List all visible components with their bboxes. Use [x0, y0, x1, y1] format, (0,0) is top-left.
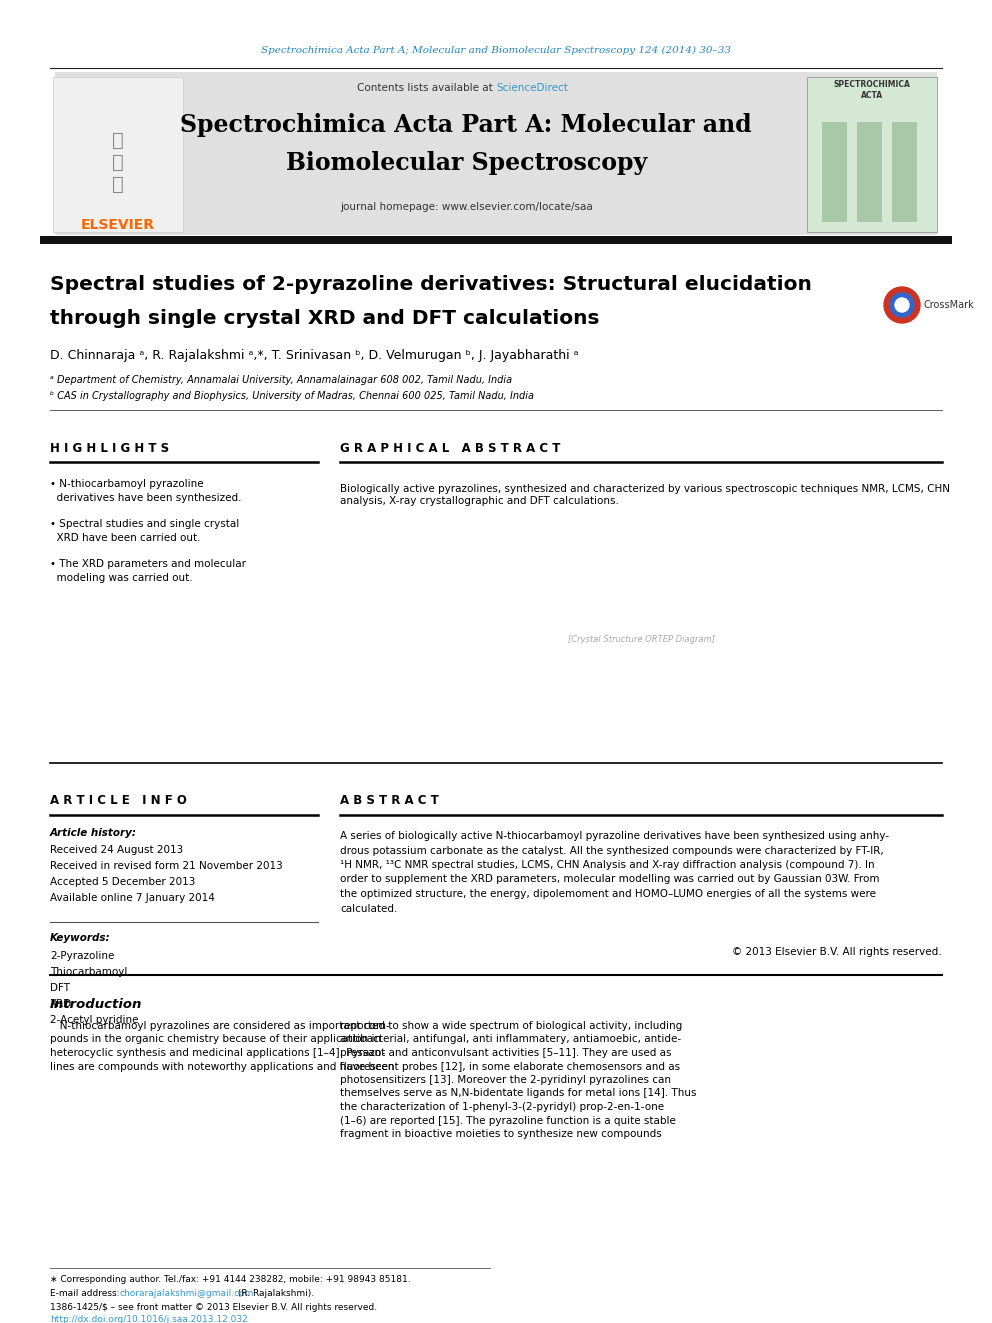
- Text: ELSEVIER: ELSEVIER: [81, 218, 155, 232]
- Text: A B S T R A C T: A B S T R A C T: [340, 794, 438, 807]
- Text: Received in revised form 21 November 2013: Received in revised form 21 November 201…: [50, 861, 283, 871]
- Text: CrossMark: CrossMark: [924, 300, 975, 310]
- Text: Thiocarbamoyl: Thiocarbamoyl: [50, 967, 127, 976]
- Text: derivatives have been synthesized.: derivatives have been synthesized.: [50, 493, 241, 503]
- Text: calculated.: calculated.: [340, 904, 398, 913]
- Bar: [40, 235, 952, 243]
- Text: reported to show a wide spectrum of biological activity, including: reported to show a wide spectrum of biol…: [340, 1021, 682, 1031]
- Text: the characterization of 1-phenyl-3-(2-pyridyl) prop-2-en-1-one: the characterization of 1-phenyl-3-(2-py…: [340, 1102, 664, 1113]
- Text: SPECTROCHIMICA
ACTA: SPECTROCHIMICA ACTA: [833, 81, 911, 99]
- Text: Received 24 August 2013: Received 24 August 2013: [50, 845, 184, 855]
- Bar: [53, 77, 183, 232]
- Bar: [822, 122, 847, 222]
- Bar: [807, 77, 937, 232]
- Circle shape: [895, 298, 909, 312]
- Bar: [892, 122, 917, 222]
- Text: fragment in bioactive moieties to synthesize new compounds: fragment in bioactive moieties to synthe…: [340, 1129, 662, 1139]
- Text: ᵇ CAS in Crystallography and Biophysics, University of Madras, Chennai 600 025, : ᵇ CAS in Crystallography and Biophysics,…: [50, 392, 534, 401]
- Text: [Crystal Structure ORTEP Diagram]: [Crystal Structure ORTEP Diagram]: [567, 635, 714, 644]
- Text: • N-thiocarbamoyl pyrazoline: • N-thiocarbamoyl pyrazoline: [50, 479, 203, 490]
- Text: © 2013 Elsevier B.V. All rights reserved.: © 2013 Elsevier B.V. All rights reserved…: [732, 947, 942, 957]
- Text: • Spectral studies and single crystal: • Spectral studies and single crystal: [50, 519, 239, 529]
- Text: Biologically active pyrazolines, synthesized and characterized by various spectr: Biologically active pyrazolines, synthes…: [340, 484, 950, 505]
- Bar: [55, 71, 937, 235]
- Text: pounds in the organic chemistry because of their application in: pounds in the organic chemistry because …: [50, 1035, 381, 1044]
- Text: modeling was carried out.: modeling was carried out.: [50, 573, 192, 583]
- Text: ScienceDirect: ScienceDirect: [496, 83, 567, 93]
- Text: DFT: DFT: [50, 983, 70, 994]
- Text: (1–6) are reported [15]. The pyrazoline function is a quite stable: (1–6) are reported [15]. The pyrazoline …: [340, 1115, 676, 1126]
- Text: Spectral studies of 2-pyrazoline derivatives: Structural elucidation: Spectral studies of 2-pyrazoline derivat…: [50, 275, 811, 295]
- Text: A series of biologically active N-thiocarbamoyl pyrazoline derivatives have been: A series of biologically active N-thioca…: [340, 831, 889, 841]
- Text: Spectrochimica Acta Part A; Molecular and Biomolecular Spectroscopy 124 (2014) 3: Spectrochimica Acta Part A; Molecular an…: [261, 45, 731, 54]
- Text: chorarajalakshmi@gmail.com: chorarajalakshmi@gmail.com: [120, 1290, 254, 1298]
- Text: E-mail address:: E-mail address:: [50, 1290, 122, 1298]
- Text: ᵃ Department of Chemistry, Annamalai University, Annamalainagar 608 002, Tamil N: ᵃ Department of Chemistry, Annamalai Uni…: [50, 374, 512, 385]
- Text: 🌿
🌳
🌿: 🌿 🌳 🌿: [112, 131, 124, 193]
- Text: photosensitizers [13]. Moreover the 2-pyridinyl pyrazolines can: photosensitizers [13]. Moreover the 2-py…: [340, 1076, 671, 1085]
- Bar: [857, 122, 882, 222]
- Text: http://dx.doi.org/10.1016/j.saa.2013.12.032: http://dx.doi.org/10.1016/j.saa.2013.12.…: [50, 1315, 248, 1323]
- Text: (R. Rajalakshmi).: (R. Rajalakshmi).: [235, 1290, 314, 1298]
- Circle shape: [884, 287, 920, 323]
- Text: Contents lists available at: Contents lists available at: [357, 83, 496, 93]
- Text: N-thiocarbamoyl pyrazolines are considered as important com-: N-thiocarbamoyl pyrazolines are consider…: [50, 1021, 390, 1031]
- Text: pressant and anticonvulsant activities [5–11]. They are used as: pressant and anticonvulsant activities […: [340, 1048, 672, 1058]
- Text: 1386-1425/$ – see front matter © 2013 Elsevier B.V. All rights reserved.: 1386-1425/$ – see front matter © 2013 El…: [50, 1303, 377, 1312]
- Circle shape: [890, 292, 914, 318]
- Text: order to supplement the XRD parameters, molecular modelling was carried out by G: order to supplement the XRD parameters, …: [340, 875, 880, 885]
- Text: 2-Acetyl pyridine: 2-Acetyl pyridine: [50, 1015, 139, 1025]
- Text: 2-Pyrazoline: 2-Pyrazoline: [50, 951, 114, 960]
- Text: the optimized structure, the energy, dipolemoment and HOMO–LUMO energies of all : the optimized structure, the energy, dip…: [340, 889, 876, 900]
- Text: Introduction: Introduction: [50, 999, 143, 1012]
- Text: D. Chinnaraja ᵃ, R. Rajalakshmi ᵃ,*, T. Srinivasan ᵇ, D. Velmurugan ᵇ, J. Jayabh: D. Chinnaraja ᵃ, R. Rajalakshmi ᵃ,*, T. …: [50, 348, 578, 361]
- Text: Accepted 5 December 2013: Accepted 5 December 2013: [50, 877, 195, 886]
- Text: fluorescent probes [12], in some elaborate chemosensors and as: fluorescent probes [12], in some elabora…: [340, 1061, 681, 1072]
- Text: A R T I C L E   I N F O: A R T I C L E I N F O: [50, 794, 186, 807]
- Text: Spectrochimica Acta Part A: Molecular and: Spectrochimica Acta Part A: Molecular an…: [181, 112, 752, 138]
- Text: antibacterial, antifungal, anti inflammatery, antiamoebic, antide-: antibacterial, antifungal, anti inflamma…: [340, 1035, 682, 1044]
- Text: ∗ Corresponding author. Tel./fax: +91 4144 238282, mobile: +91 98943 85181.: ∗ Corresponding author. Tel./fax: +91 41…: [50, 1275, 411, 1285]
- Text: drous potassium carbonate as the catalyst. All the synthesized compounds were ch: drous potassium carbonate as the catalys…: [340, 845, 884, 856]
- Text: ¹H NMR, ¹³C NMR spectral studies, LCMS, CHN Analysis and X-ray diffraction analy: ¹H NMR, ¹³C NMR spectral studies, LCMS, …: [340, 860, 875, 871]
- Text: Biomolecular Spectroscopy: Biomolecular Spectroscopy: [286, 151, 647, 175]
- Bar: [350, 531, 932, 759]
- Text: H I G H L I G H T S: H I G H L I G H T S: [50, 442, 169, 455]
- Text: journal homepage: www.elsevier.com/locate/saa: journal homepage: www.elsevier.com/locat…: [340, 202, 592, 212]
- Text: Available online 7 January 2014: Available online 7 January 2014: [50, 893, 215, 904]
- Text: Keywords:: Keywords:: [50, 933, 111, 943]
- Text: XRD have been carried out.: XRD have been carried out.: [50, 533, 200, 542]
- Text: themselves serve as N,N-bidentate ligands for metal ions [14]. Thus: themselves serve as N,N-bidentate ligand…: [340, 1089, 696, 1098]
- Text: XRD: XRD: [50, 999, 72, 1009]
- Text: lines are compounds with noteworthy applications and have been: lines are compounds with noteworthy appl…: [50, 1061, 395, 1072]
- Text: G R A P H I C A L   A B S T R A C T: G R A P H I C A L A B S T R A C T: [340, 442, 560, 455]
- Text: Article history:: Article history:: [50, 828, 137, 837]
- Text: through single crystal XRD and DFT calculations: through single crystal XRD and DFT calcu…: [50, 308, 599, 328]
- Text: heterocyclic synthesis and medicinal applications [1–4]. Pyrazo-: heterocyclic synthesis and medicinal app…: [50, 1048, 385, 1058]
- Text: • The XRD parameters and molecular: • The XRD parameters and molecular: [50, 560, 246, 569]
